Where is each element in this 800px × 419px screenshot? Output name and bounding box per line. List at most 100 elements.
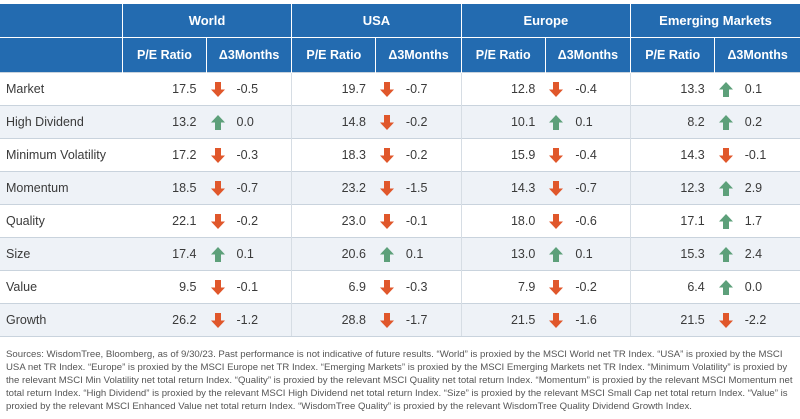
arrow-up-icon <box>210 246 225 262</box>
arrow-down-icon <box>549 279 564 295</box>
arrow-down-icon <box>379 180 394 196</box>
arrow-down-icon <box>210 180 225 196</box>
arrow-down-icon <box>210 81 225 97</box>
arrow-down-icon <box>549 81 564 97</box>
pe-ratio-emerging-markets: 6.4 <box>630 270 715 304</box>
pe-ratio-world: 9.5 <box>122 270 207 304</box>
pe-ratio-emerging-markets: 17.1 <box>630 204 715 238</box>
pe-ratio-emerging-markets: 14.3 <box>630 138 715 172</box>
delta-cell-europe: -0.2 <box>545 270 632 304</box>
delta-value: -0.7 <box>405 82 428 97</box>
delta-value: -0.2 <box>575 280 597 295</box>
pe-ratio-europe: 13.0 <box>461 237 546 271</box>
delta-cell-world: 0.1 <box>206 237 293 271</box>
pe-ratio-table: World USA Europe Emerging Markets P/E Ra… <box>0 4 800 337</box>
delta-value: -1.7 <box>405 313 428 328</box>
column-header-pe: P/E Ratio <box>630 37 715 73</box>
pe-ratio-usa: 19.7 <box>291 72 376 106</box>
delta-cell-emerging-markets: 2.9 <box>714 171 800 205</box>
arrow-up-icon <box>718 114 733 130</box>
arrow-down-icon <box>718 147 733 163</box>
pe-ratio-world: 13.2 <box>122 105 207 139</box>
pe-ratio-usa: 23.2 <box>291 171 376 205</box>
delta-value: -0.7 <box>236 181 259 196</box>
row-label: Minimum Volatility <box>0 138 123 172</box>
delta-cell-europe: -1.6 <box>545 303 632 337</box>
arrow-down-icon <box>379 213 394 229</box>
delta-value: -0.2 <box>236 214 259 229</box>
delta-cell-usa: -0.2 <box>375 105 462 139</box>
pe-ratio-usa: 18.3 <box>291 138 376 172</box>
delta-cell-europe: 0.1 <box>545 237 632 271</box>
sources-footnote: Sources: WisdomTree, Bloomberg, as of 9/… <box>6 349 793 412</box>
pe-ratio-world: 26.2 <box>122 303 207 337</box>
pe-ratio-world: 17.2 <box>122 138 207 172</box>
pe-ratio-world: 17.4 <box>122 237 207 271</box>
arrow-down-icon <box>549 213 564 229</box>
column-header-pe: P/E Ratio <box>291 37 376 73</box>
pe-ratio-europe: 14.3 <box>461 171 546 205</box>
delta-value: -1.2 <box>236 313 259 328</box>
delta-value: 0.1 <box>236 247 254 262</box>
pe-ratio-usa: 28.8 <box>291 303 376 337</box>
pe-ratio-emerging-markets: 8.2 <box>630 105 715 139</box>
pe-ratio-europe: 21.5 <box>461 303 546 337</box>
row-label: Size <box>0 237 123 271</box>
column-header-delta: Δ3Months <box>544 37 631 73</box>
arrow-up-icon <box>718 246 733 262</box>
table-row: Market 17.5 -0.5 19.7 -0.7 12.8 -0.4 13.3 0.1 <box>0 72 800 106</box>
arrow-up-icon <box>718 279 733 295</box>
delta-cell-world: -0.1 <box>206 270 293 304</box>
pe-ratio-europe: 7.9 <box>461 270 546 304</box>
table-row: Value 9.5 -0.1 6.9 -0.3 7.9 -0.2 6.4 0.0 <box>0 270 800 304</box>
table-body: Market 17.5 -0.5 19.7 -0.7 12.8 -0.4 13.3 0.1 Hig… <box>0 72 800 337</box>
delta-cell-world: 0.0 <box>206 105 293 139</box>
delta-cell-emerging-markets: 0.1 <box>714 72 800 106</box>
delta-cell-emerging-markets: 0.2 <box>714 105 800 139</box>
delta-value: 0.1 <box>744 82 763 97</box>
delta-value: -0.3 <box>405 280 428 295</box>
arrow-down-icon <box>549 180 564 196</box>
header-corner <box>0 4 123 38</box>
arrow-up-icon <box>549 114 564 130</box>
table-row: Growth 26.2 -1.2 28.8 -1.7 21.5 -1.6 21.5 -2.2 <box>0 303 800 337</box>
delta-cell-emerging-markets: 2.4 <box>714 237 800 271</box>
delta-cell-usa: -1.5 <box>375 171 462 205</box>
row-label: High Dividend <box>0 105 123 139</box>
delta-value: 2.4 <box>744 247 763 262</box>
arrow-down-icon <box>210 213 225 229</box>
arrow-down-icon <box>718 312 733 328</box>
arrow-down-icon <box>210 312 225 328</box>
delta-cell-world: -0.7 <box>206 171 293 205</box>
table-row: Size 17.4 0.1 20.6 0.1 13.0 0.1 15.3 2.4 <box>0 237 800 271</box>
pe-ratio-usa: 23.0 <box>291 204 376 238</box>
region-header-usa: USA <box>291 4 462 38</box>
delta-cell-usa: 0.1 <box>375 237 462 271</box>
arrow-up-icon <box>718 180 733 196</box>
arrow-up-icon <box>718 213 733 229</box>
row-label: Momentum <box>0 171 123 205</box>
delta-cell-europe: -0.7 <box>545 171 632 205</box>
region-header-emerging-markets: Emerging Markets <box>630 4 800 38</box>
arrow-down-icon <box>379 114 394 130</box>
delta-value: -0.1 <box>405 214 428 229</box>
pe-ratio-usa: 20.6 <box>291 237 376 271</box>
column-header-pe: P/E Ratio <box>121 37 207 73</box>
delta-value: -0.1 <box>236 280 259 295</box>
column-header-row: P/E Ratio Δ3Months P/E Ratio Δ3Months P/… <box>0 37 800 73</box>
pe-ratio-europe: 15.9 <box>461 138 546 172</box>
column-header-pe: P/E Ratio <box>460 37 546 73</box>
row-label: Growth <box>0 303 123 337</box>
delta-value: -0.5 <box>236 82 259 97</box>
delta-value: -0.2 <box>405 115 428 130</box>
pe-ratio-europe: 10.1 <box>461 105 546 139</box>
delta-cell-emerging-markets: -0.1 <box>714 138 800 172</box>
delta-value: -0.4 <box>575 148 597 163</box>
delta-cell-emerging-markets: 0.0 <box>714 270 800 304</box>
delta-value: 0.1 <box>405 247 424 262</box>
arrow-up-icon <box>210 114 225 130</box>
pe-ratio-world: 22.1 <box>122 204 207 238</box>
pe-ratio-world: 17.5 <box>122 72 207 106</box>
delta-value: -0.3 <box>236 148 259 163</box>
pe-ratio-emerging-markets: 12.3 <box>630 171 715 205</box>
